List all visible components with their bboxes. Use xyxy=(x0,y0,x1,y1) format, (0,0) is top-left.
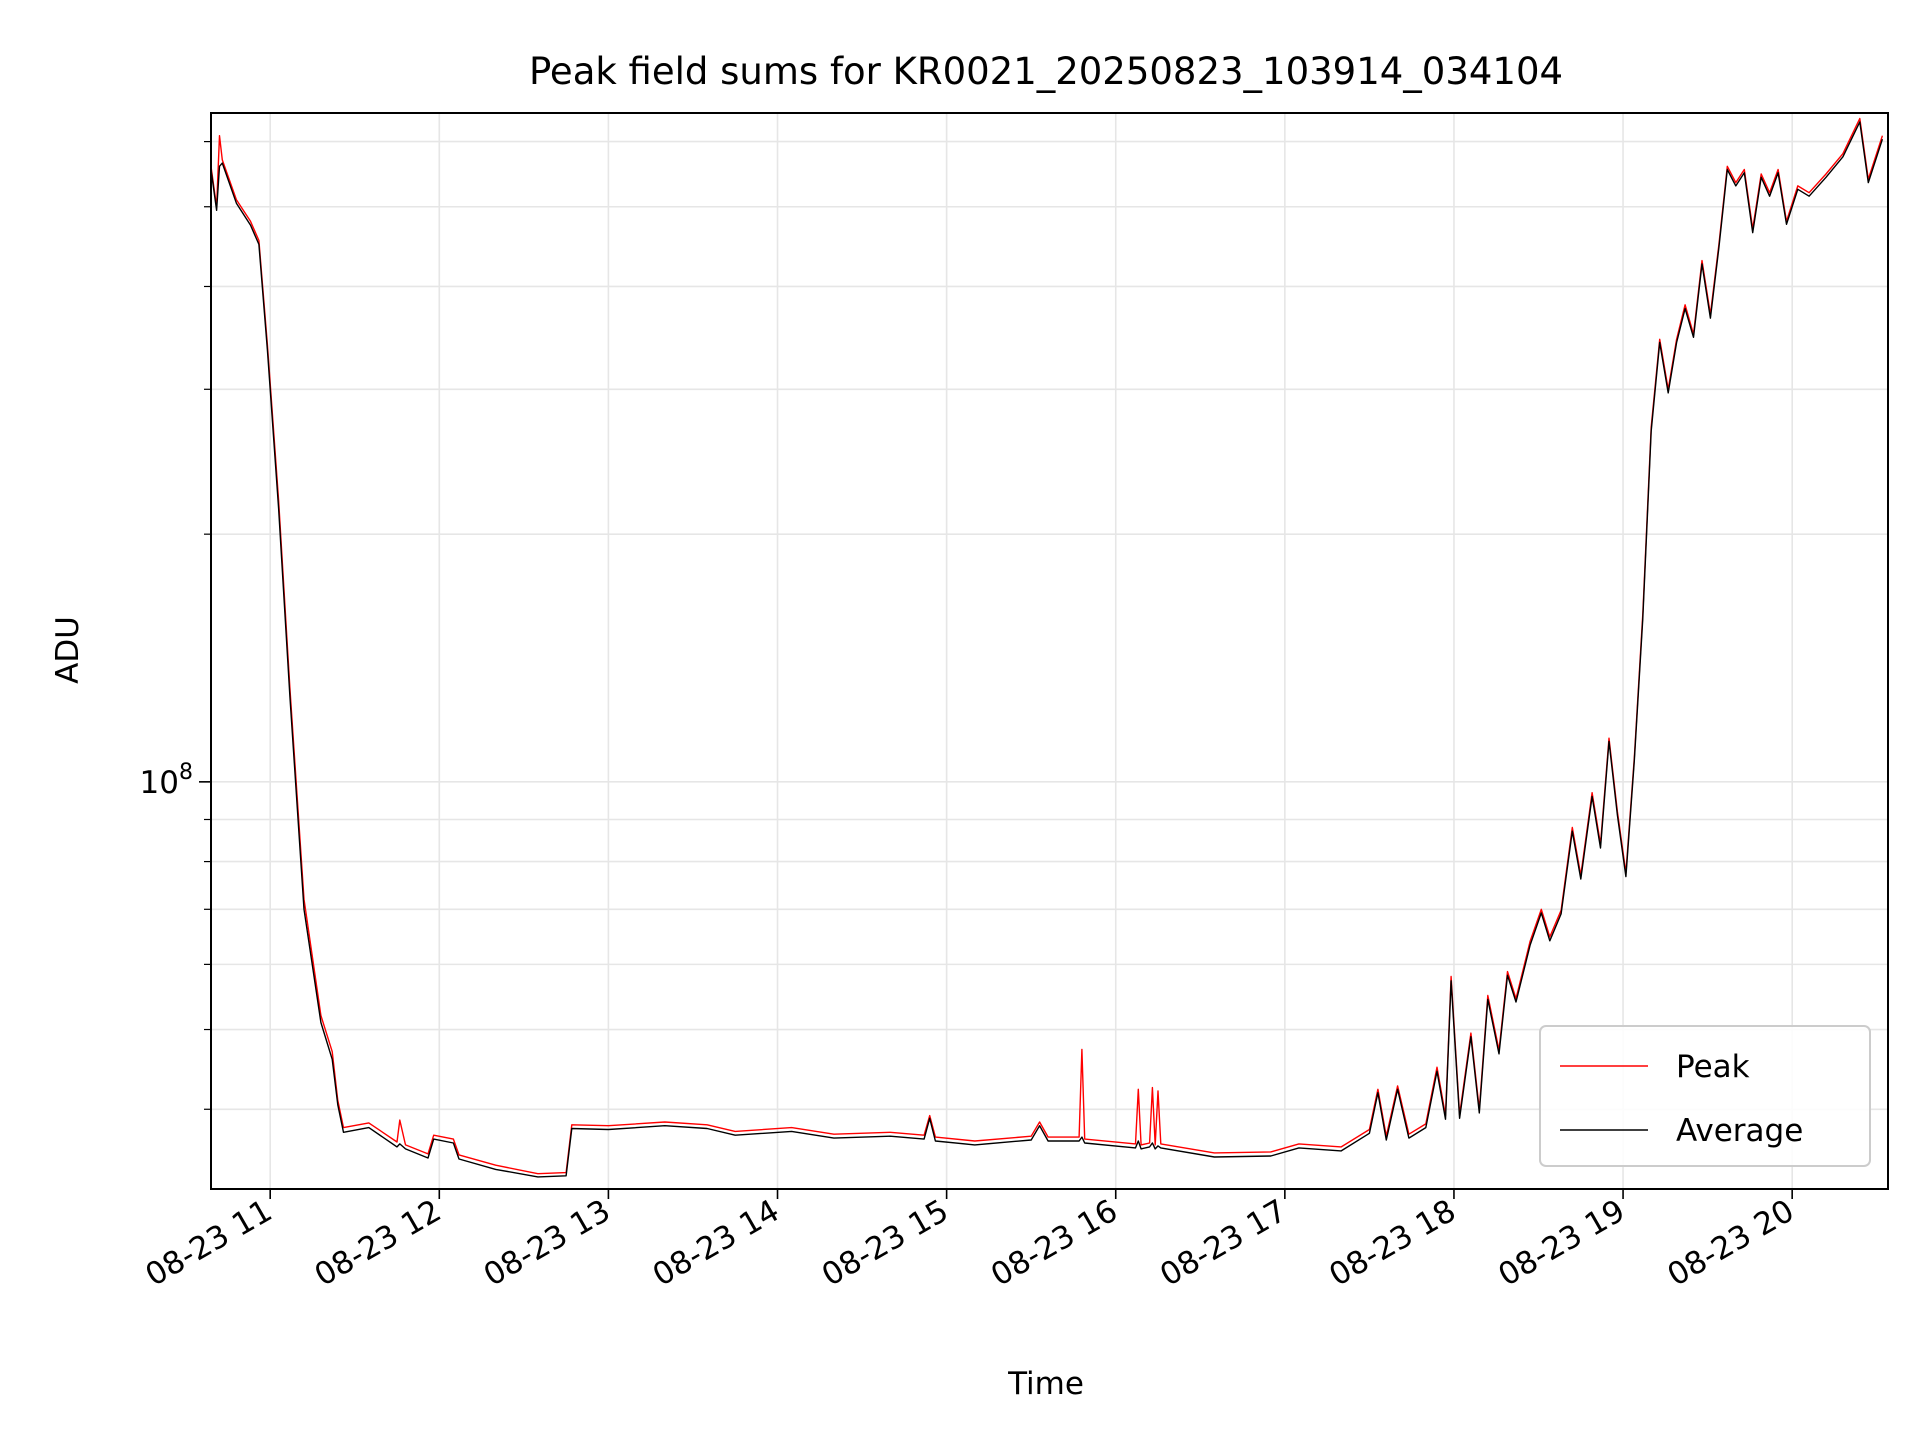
series-layer xyxy=(210,117,1884,1178)
y-tick-label: 108 xyxy=(140,760,193,801)
y-axis: 108 xyxy=(140,141,211,1110)
legend-label-peak: Peak xyxy=(1676,1049,1750,1085)
x-axis-title: Time xyxy=(1007,1366,1084,1402)
legend-box xyxy=(1539,1025,1871,1167)
chart-title: Peak field sums for KR0021_20250823_1039… xyxy=(529,50,1563,93)
legend-label-average: Average xyxy=(1676,1113,1803,1149)
series-line-average xyxy=(210,121,1884,1178)
legend: Peak Average xyxy=(1539,1025,1871,1167)
plot-frame xyxy=(210,112,1889,1190)
y-axis-title: ADU xyxy=(50,616,86,684)
